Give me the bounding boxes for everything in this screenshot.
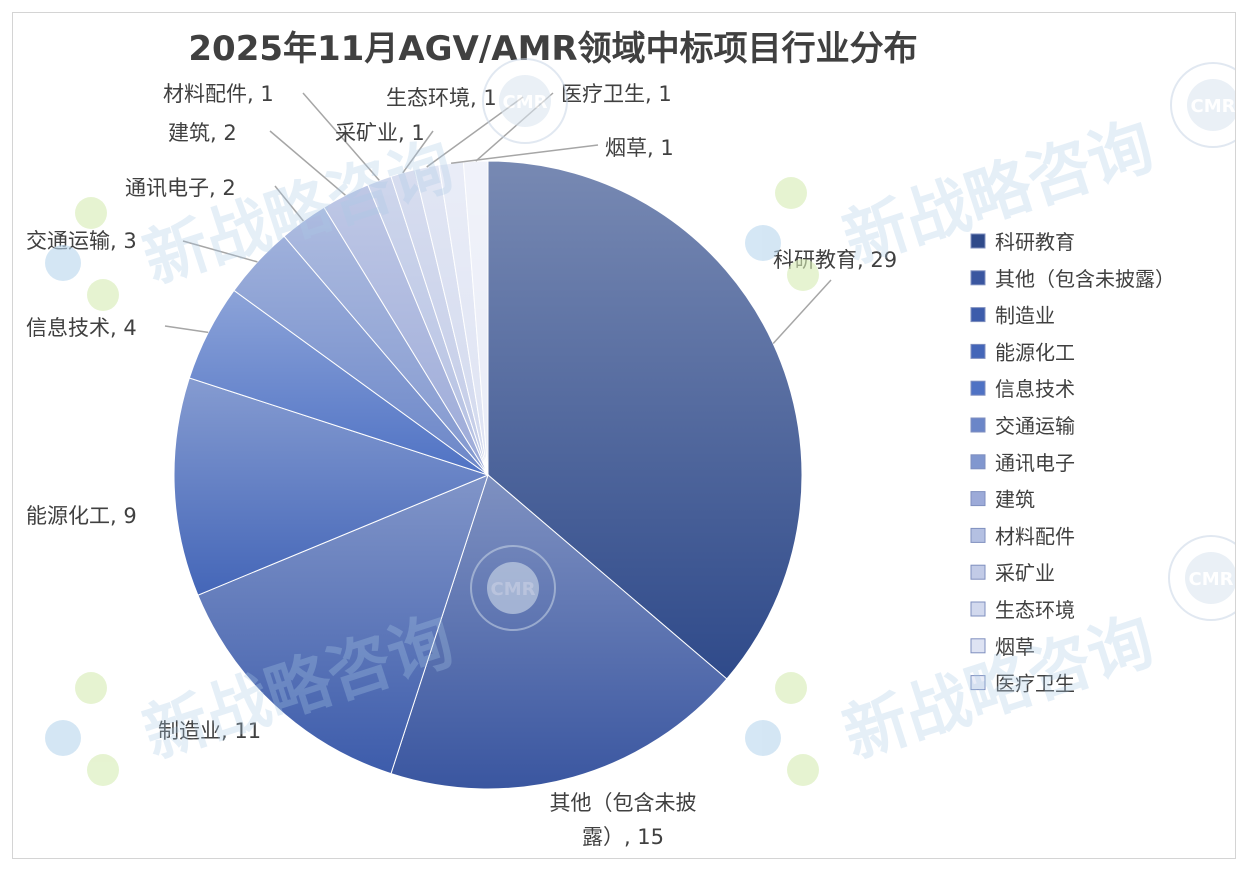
chart-frame: 2025年11月AGV/AMR领域中标项目行业分布 科研教育, 29 其他（包含未… [12,12,1236,859]
legend-label-8: 建筑 [995,488,1035,512]
pie-slices [173,160,803,790]
watermark-logo: CMR [482,58,568,144]
watermark-dot-icon [775,672,807,704]
legend-label-6: 交通运输 [995,414,1075,438]
slice-10-leader [402,130,434,174]
slice-12-shade [438,161,488,475]
legend-swatch-10 [970,564,986,580]
chart-title: 2025年11月AGV/AMR领域中标项目行业分布 [188,29,917,69]
slice-11-label: 生态环境, 1 [386,86,497,110]
slice-12-label: 烟草, 1 [605,136,674,160]
watermark-logo-ring-icon [482,58,568,144]
watermark-dot-icon [787,259,819,291]
watermark-logo-text: CMR [503,92,548,113]
watermark-logo-core-icon [499,75,551,127]
slice-4-label: 能源化工, 9 [26,504,137,528]
legend-label-7: 通讯电子 [995,451,1075,475]
legend-swatch-2 [970,270,986,286]
watermark-logo-core-icon [1185,552,1235,604]
watermark-dot-icon [45,720,81,756]
legend-swatch-12 [970,638,986,654]
watermark-dot-icon [745,225,781,261]
slice-9-shade [367,176,488,475]
slice-6-shade [233,236,488,475]
slice-13-shade [463,161,488,475]
slice-1-leader [772,279,832,345]
watermark-logo-text: CMR [1189,569,1234,590]
watermark-logo: CMR [1168,535,1235,621]
slice-1-shade [488,161,803,679]
slice-3-label: 制造业, 11 [158,719,261,743]
slice-10-shade [390,169,488,475]
legend-label-1: 科研教育 [995,230,1075,254]
slice-9-leader [302,92,380,181]
slice-12-leader [451,144,599,164]
watermark-dot-icon [75,197,107,229]
watermark-dot-icon [87,279,119,311]
watermark-brand-text: 新战略咨询 [835,604,1162,773]
legend-label-13: 医疗卫生 [995,672,1075,696]
slice-10-label: 采矿业, 1 [335,121,425,145]
watermark-logo-text: CMR [491,579,536,600]
slice-4-shade [174,377,488,596]
legend-swatch-13 [970,675,986,691]
slice-5-leader [164,325,209,334]
slice-5-shade [189,290,488,475]
watermark-logo-core-icon [487,562,539,614]
legend-swatch-1 [970,233,986,249]
legend-swatch-5 [970,380,986,396]
watermark-logo-ring-icon [470,545,556,631]
legend-swatch-7 [970,454,986,470]
slice-7-shade [284,207,488,475]
legend-swatch-8 [970,491,986,507]
legend-swatch-9 [970,527,986,543]
legend-swatch-4 [970,343,986,359]
pie-chart: 2025年11月AGV/AMR领域中标项目行业分布 科研教育, 29其他（包含未… [26,29,1235,849]
watermark-dot-icon [775,177,807,209]
watermark-logo: CMR [1170,62,1235,148]
slice-8-label: 建筑, 2 [168,121,237,145]
watermark-dot-icon [75,672,107,704]
watermark-logo-ring-icon [1170,62,1235,148]
legend-label-2: 其他（包含未披露） [995,267,1175,291]
watermark-brand: 新战略咨询 [745,604,1162,786]
watermark-brand: 新战略咨询 [745,109,1162,291]
legend-label-10: 采矿业 [995,561,1055,585]
slice-6-label: 交通运输, 3 [26,229,137,253]
legend-swatch-6 [970,417,986,433]
slice-7-label: 通讯电子, 2 [125,176,236,200]
slice-5-label: 信息技术, 4 [26,316,137,340]
slice-8-leader [269,130,346,196]
watermark-dot-icon [45,245,81,281]
legend-label-4: 能源化工 [995,340,1075,364]
slice-11-shade [414,164,488,475]
watermark-logo-core-icon [1187,79,1235,131]
legend-label-5: 信息技术 [995,377,1075,401]
slice-2-shade [390,475,727,789]
slice-7-leader [274,185,304,222]
slice-9-label: 材料配件, 1 [163,82,274,106]
watermark-dot-icon [87,754,119,786]
watermark-dot-icon [745,720,781,756]
watermark-dot-icon [787,754,819,786]
legend-label-3: 制造业 [995,304,1055,328]
legend-label-9: 材料配件 [995,524,1075,548]
legend-label-11: 生态环境 [995,598,1075,622]
legend-swatch-11 [970,601,986,617]
slice-6-leader [182,240,258,263]
watermark-logo: CMR [470,545,556,631]
legend-swatch-3 [970,307,986,323]
slice-8-shade [323,184,488,475]
slice-13-label: 医疗卫生, 1 [561,82,672,106]
watermark-logo-ring-icon [1168,535,1235,621]
watermark-logo-text: CMR [1191,96,1235,117]
slice-3-shade [197,475,488,774]
legend-label-12: 烟草 [995,635,1035,659]
slice-2-label: 其他（包含未披露）, 15 [550,791,697,849]
